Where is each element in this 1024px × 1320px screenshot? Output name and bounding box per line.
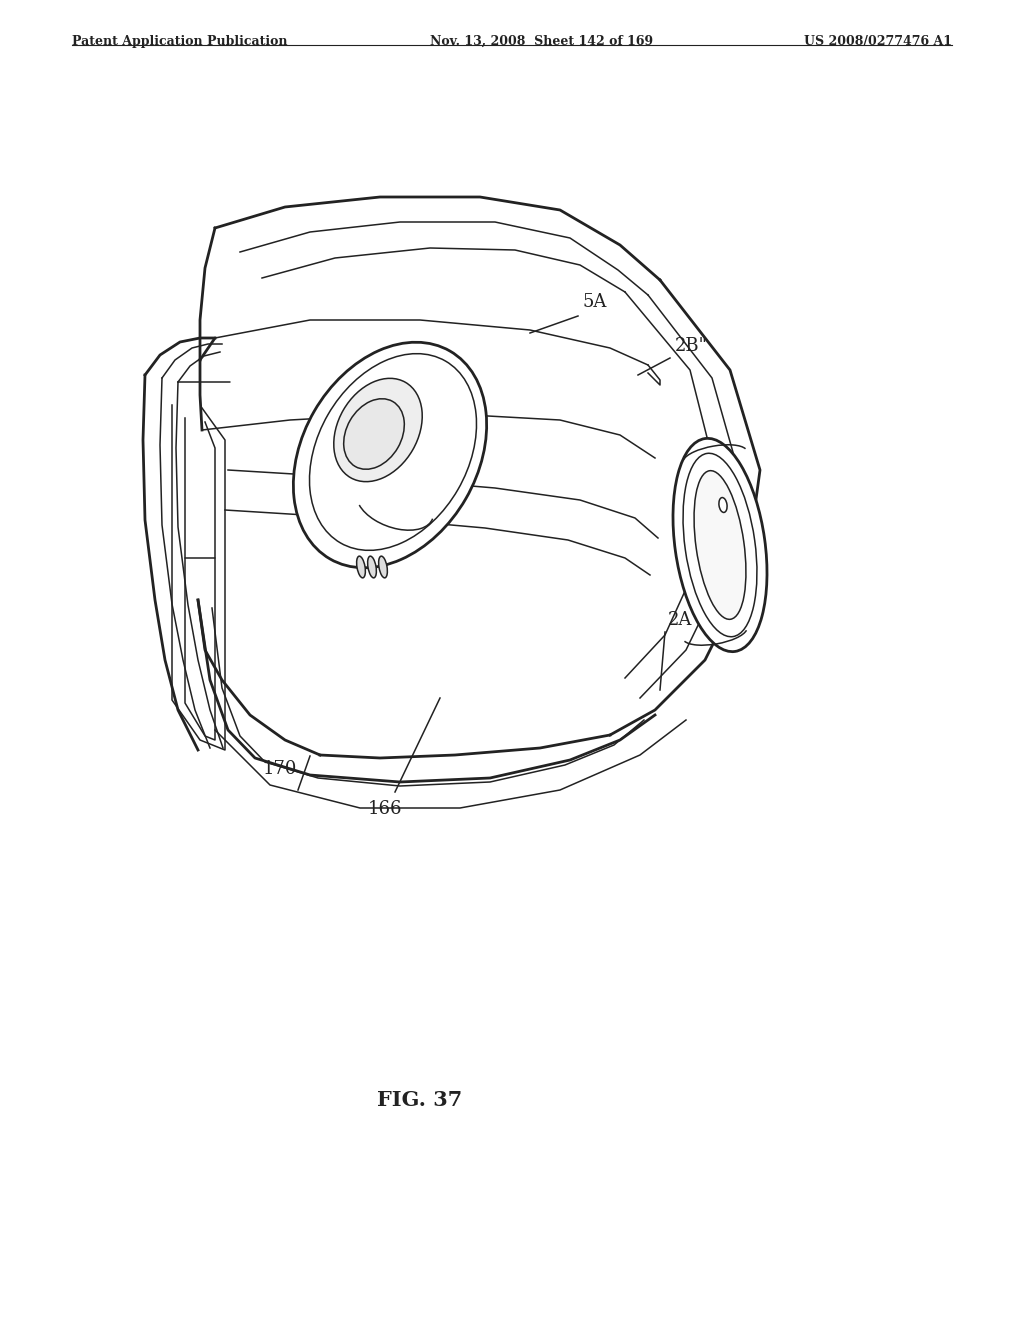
Ellipse shape	[309, 354, 476, 550]
Text: Nov. 13, 2008  Sheet 142 of 169: Nov. 13, 2008 Sheet 142 of 169	[430, 36, 653, 48]
Text: 166: 166	[368, 800, 402, 818]
Text: 2A": 2A"	[668, 611, 700, 630]
Ellipse shape	[694, 471, 745, 619]
Text: Patent Application Publication: Patent Application Publication	[72, 36, 288, 48]
Ellipse shape	[344, 399, 404, 470]
Text: 5A: 5A	[583, 293, 607, 312]
Text: 2B": 2B"	[675, 337, 708, 355]
Ellipse shape	[673, 438, 767, 652]
Text: US 2008/0277476 A1: US 2008/0277476 A1	[804, 36, 952, 48]
Ellipse shape	[368, 556, 377, 578]
Ellipse shape	[719, 498, 727, 512]
Ellipse shape	[293, 342, 486, 568]
Ellipse shape	[683, 453, 757, 636]
Text: FIG. 37: FIG. 37	[378, 1090, 463, 1110]
Ellipse shape	[379, 556, 387, 578]
Text: 170: 170	[263, 760, 297, 777]
Ellipse shape	[334, 379, 422, 482]
Ellipse shape	[356, 556, 366, 578]
